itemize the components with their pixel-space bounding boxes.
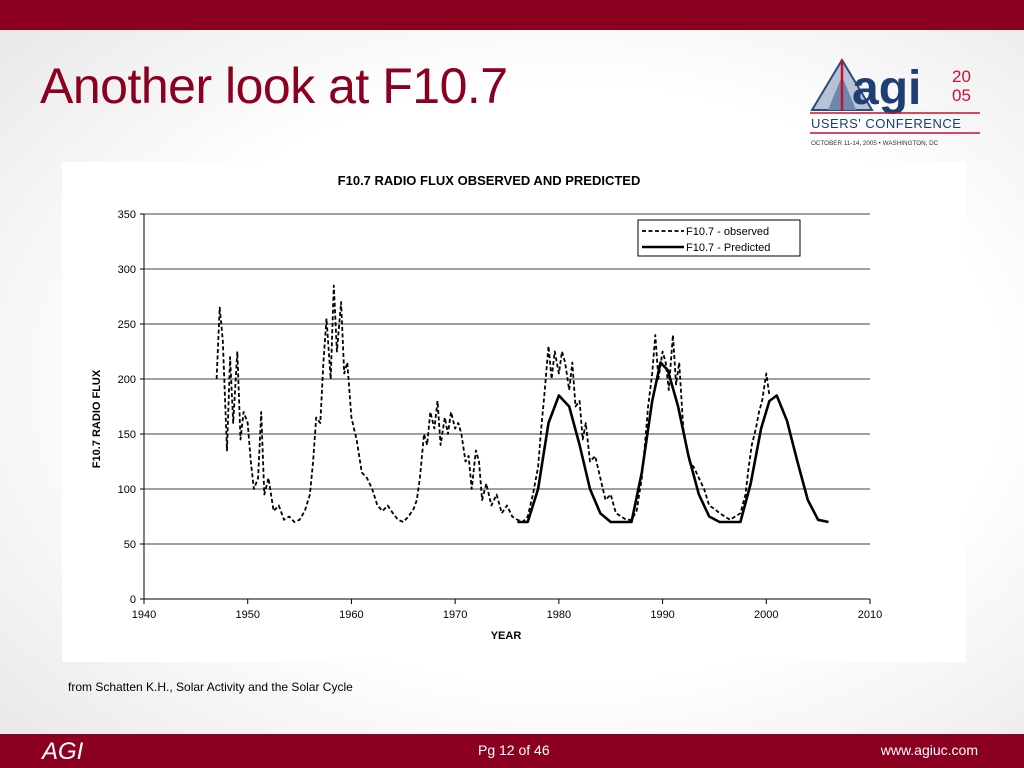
y-tick-label: 250: [118, 319, 136, 331]
y-tick-label: 150: [118, 429, 136, 441]
chart-legend: F10.7 - observed F10.7 - Predicted: [637, 219, 801, 257]
svg-text:05: 05: [952, 86, 971, 105]
legend-box: [637, 219, 801, 257]
f107-chart: F10.7 RADIO FLUX OBSERVED AND PREDICTED …: [91, 173, 883, 642]
page-indicator: Pg 12 of 46: [478, 742, 550, 758]
x-axis-label: YEAR: [491, 630, 522, 642]
x-tick-label: 1960: [339, 609, 363, 621]
svg-text:agi: agi: [852, 62, 921, 115]
y-tick-label: 0: [130, 594, 136, 606]
footer-brand: AGI: [42, 738, 84, 765]
legend-label: F10.7 - Predicted: [686, 242, 770, 254]
axes: 0 50 100 150 200 250 300 350 1940 1950 1960 1970 198…: [118, 209, 883, 621]
footer-bar: AGI Pg 12 of 46 www.agiuc.com: [0, 734, 1024, 768]
top-banner: [0, 0, 1024, 30]
footer-url-link[interactable]: www.agiuc.com: [880, 742, 978, 758]
series-lines: [215, 284, 829, 524]
svg-text:USERS' CONFERENCE: USERS' CONFERENCE: [811, 116, 961, 131]
y-tick-label: 50: [124, 539, 136, 551]
chart-title: F10.7 RADIO FLUX OBSERVED AND PREDICTED: [338, 173, 641, 188]
series-line-predicted: [517, 361, 829, 524]
legend-label: F10.7 - observed: [686, 226, 769, 238]
grid-lines: [144, 213, 870, 545]
chart-panel: F10.7 RADIO FLUX OBSERVED AND PREDICTED …: [62, 162, 966, 662]
y-axis-label: F10.7 RADIO FLUX: [91, 369, 103, 468]
x-tick-label: 1980: [547, 609, 571, 621]
x-tick-label: 1940: [132, 609, 156, 621]
svg-text:20: 20: [952, 67, 971, 86]
y-tick-label: 200: [118, 374, 136, 386]
svg-text:OCTOBER 11-14, 2005 • WASHINGT: OCTOBER 11-14, 2005 • WASHINGTON, DC: [811, 140, 939, 147]
y-tick-label: 100: [118, 484, 136, 496]
x-tick-label: 2010: [858, 609, 882, 621]
x-tick-label: 1950: [235, 609, 259, 621]
x-tick-label: 2000: [754, 609, 778, 621]
agi-conference-logo: agi 20 05 USERS' CONFERENCE OCTOBER 11-1…: [808, 52, 988, 152]
x-tick-label: 1970: [443, 609, 467, 621]
series-line-observed: [215, 284, 771, 523]
y-tick-label: 300: [118, 264, 136, 276]
y-tick-label: 350: [118, 209, 136, 221]
source-citation: from Schatten K.H., Solar Activity and t…: [68, 680, 353, 694]
x-tick-label: 1990: [650, 609, 674, 621]
slide-title: Another look at F10.7: [40, 58, 508, 114]
